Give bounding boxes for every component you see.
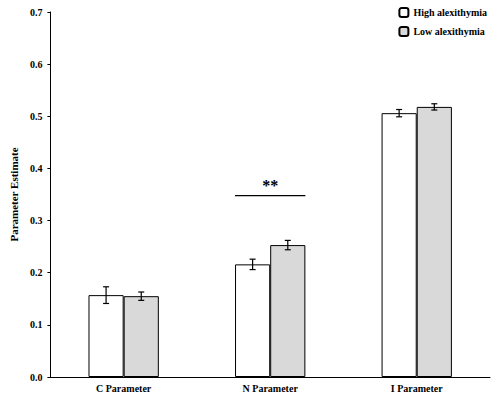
- svg-text:0.3: 0.3: [30, 215, 43, 226]
- svg-text:0.5: 0.5: [30, 111, 43, 122]
- svg-text:0.4: 0.4: [30, 163, 43, 174]
- svg-text:0.2: 0.2: [30, 267, 43, 278]
- svg-text:0.6: 0.6: [30, 59, 43, 70]
- svg-text:Parameter Estimate: Parameter Estimate: [8, 147, 20, 241]
- svg-text:0.7: 0.7: [30, 7, 43, 18]
- svg-text:N Parameter: N Parameter: [243, 383, 299, 394]
- svg-text:C Parameter: C Parameter: [96, 383, 152, 394]
- svg-text:I Parameter: I Parameter: [391, 383, 443, 394]
- svg-text:**: **: [262, 177, 278, 194]
- svg-text:0.0: 0.0: [30, 372, 43, 383]
- svg-text:0.1: 0.1: [30, 319, 43, 330]
- svg-text:High alexithymia: High alexithymia: [413, 7, 487, 18]
- svg-text:Low alexithymia: Low alexithymia: [413, 26, 484, 37]
